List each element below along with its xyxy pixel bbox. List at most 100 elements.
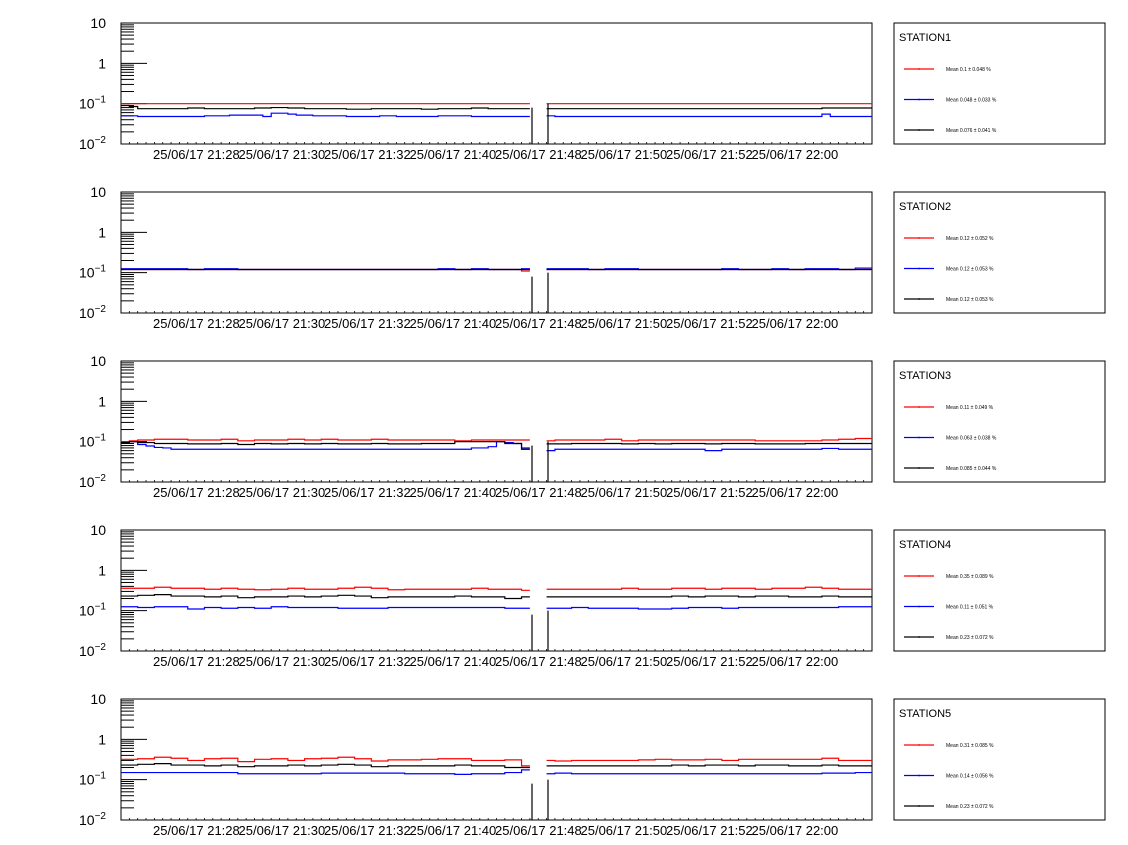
gap-marker	[531, 441, 549, 482]
legend-entry-label: Mean 0.048 ± 0.033 %	[946, 98, 997, 104]
y-tick-label: 10−2	[79, 811, 106, 828]
y-tick-label: 10	[90, 15, 106, 31]
x-tick-label: 25/06/17 21:40	[410, 485, 497, 500]
legend-entry-label: Mean 0.076 ± 0.041 %	[946, 128, 997, 134]
legend-box	[893, 191, 1106, 314]
legend-entry-label: Mean 0.063 ± 0.038 %	[946, 436, 997, 442]
legend-entry-label: Mean 0.23 ± 0.072 %	[946, 804, 994, 810]
legend-entry-label: Mean 0.1 ± 0.048 %	[946, 67, 991, 73]
y-tick-label: 10	[90, 184, 106, 200]
legend-title: STATION3	[899, 370, 951, 382]
y-tick-label: 1	[98, 562, 106, 578]
legend-box	[893, 698, 1106, 821]
legend-marker	[918, 267, 920, 270]
legend: STATION5 Mean 0.31 ± 0.085 % Mean 0.14 ± 0…	[893, 698, 1106, 821]
x-tick-label: 25/06/17 21:28	[153, 147, 240, 162]
legend-entry-label: Mean 0.12 ± 0.053 %	[946, 297, 994, 303]
legend-marker	[918, 575, 920, 577]
gap-marker	[531, 779, 549, 820]
x-tick-label: 25/06/17 21:32	[324, 316, 411, 331]
x-tick-label: 25/06/17 21:52	[666, 654, 753, 669]
legend-entry-label: Mean 0.14 ± 0.056 %	[946, 774, 994, 780]
gap-marker	[531, 103, 549, 144]
y-tick-label: 1	[98, 55, 106, 71]
x-tick-label: 25/06/17 22:00	[752, 823, 839, 838]
legend-marker	[918, 774, 920, 777]
x-tick-label: 25/06/17 22:00	[752, 485, 839, 500]
legend-entry-label: Mean 0.11 ± 0.051 %	[946, 605, 994, 611]
x-tick-label: 25/06/17 21:30	[239, 654, 326, 669]
x-tick-label: 25/06/17 21:48	[495, 485, 582, 500]
legend: STATION1 Mean 0.1 ± 0.048 % Mean 0.048 ± 0…	[893, 22, 1106, 145]
legend-box	[893, 529, 1106, 652]
y-tick-label: 10	[90, 522, 106, 538]
y-tick-label: 10	[90, 691, 106, 707]
legend-entry-label: Mean 0.12 ± 0.052 %	[946, 236, 994, 242]
x-tick-label: 25/06/17 21:48	[495, 654, 582, 669]
x-tick-label: 25/06/17 21:52	[666, 147, 753, 162]
legend-marker	[918, 436, 920, 439]
x-tick-label: 25/06/17 21:40	[410, 147, 497, 162]
x-tick-label: 25/06/17 21:48	[495, 316, 582, 331]
x-tick-label: 25/06/17 21:40	[410, 316, 497, 331]
series-line-3	[121, 104, 872, 110]
x-tick-label: 25/06/17 21:48	[495, 147, 582, 162]
legend-title: STATION5	[899, 708, 951, 720]
legend: STATION4 Mean 0.35 ± 0.089 % Mean 0.11 ± 0…	[893, 529, 1106, 652]
legend-entry-label: Mean 0.31 ± 0.085 %	[946, 743, 994, 749]
series-line-1	[121, 437, 872, 443]
x-tick-label: 25/06/17 21:32	[324, 147, 411, 162]
plot-frame	[120, 360, 873, 483]
legend-entry-label: Mean 0.085 ± 0.044 %	[946, 466, 997, 472]
legend-title: STATION1	[899, 32, 951, 44]
x-tick-label: 25/06/17 21:50	[581, 485, 668, 500]
legend-marker	[918, 605, 920, 608]
y-tick-label: 1	[98, 731, 106, 747]
x-tick-label: 25/06/17 21:30	[239, 485, 326, 500]
series-line-1	[121, 756, 872, 767]
x-tick-label: 25/06/17 21:30	[239, 147, 326, 162]
plot-frame	[120, 529, 873, 652]
legend-marker	[918, 129, 920, 131]
x-tick-label: 25/06/17 21:32	[324, 823, 411, 838]
series-line-1	[121, 586, 872, 591]
x-tick-label: 25/06/17 21:28	[153, 654, 240, 669]
legend-box	[893, 22, 1106, 145]
legend-entry-label: Mean 0.23 ± 0.072 %	[946, 635, 994, 641]
series-line-3	[121, 763, 872, 769]
x-tick-label: 25/06/17 21:40	[410, 654, 497, 669]
series-line-2	[121, 769, 872, 776]
legend: STATION2 Mean 0.12 ± 0.052 % Mean 0.12 ± 0…	[893, 191, 1106, 314]
legend: STATION3 Mean 0.11 ± 0.049 % Mean 0.063 ± …	[893, 360, 1106, 483]
legend-marker	[918, 68, 920, 70]
x-tick-label: 25/06/17 21:50	[581, 316, 668, 331]
y-tick-label: 10−1	[79, 602, 106, 619]
legend-entry-label: Mean 0.12 ± 0.053 %	[946, 267, 994, 273]
gap-marker	[531, 272, 549, 313]
legend-marker	[918, 406, 920, 408]
legend-title: STATION2	[899, 201, 951, 213]
y-tick-label: 10−2	[79, 473, 106, 490]
legend-entry-label: Mean 0.35 ± 0.089 %	[946, 574, 994, 580]
y-tick-label: 10−1	[79, 771, 106, 788]
legend-marker	[918, 298, 920, 300]
series-line-2	[121, 112, 872, 118]
legend-marker	[918, 744, 920, 746]
x-tick-label: 25/06/17 21:52	[666, 316, 753, 331]
legend-marker	[918, 98, 920, 101]
y-tick-label: 10−1	[79, 433, 106, 450]
y-tick-label: 1	[98, 224, 106, 240]
series-line-2	[121, 441, 872, 452]
y-tick-label: 10−2	[79, 304, 106, 321]
y-tick-label: 10−1	[79, 264, 106, 281]
series-line-3	[121, 594, 872, 600]
plot-frame	[120, 191, 873, 314]
legend-marker	[918, 237, 920, 239]
plot-frame	[120, 22, 873, 145]
x-tick-label: 25/06/17 21:50	[581, 823, 668, 838]
